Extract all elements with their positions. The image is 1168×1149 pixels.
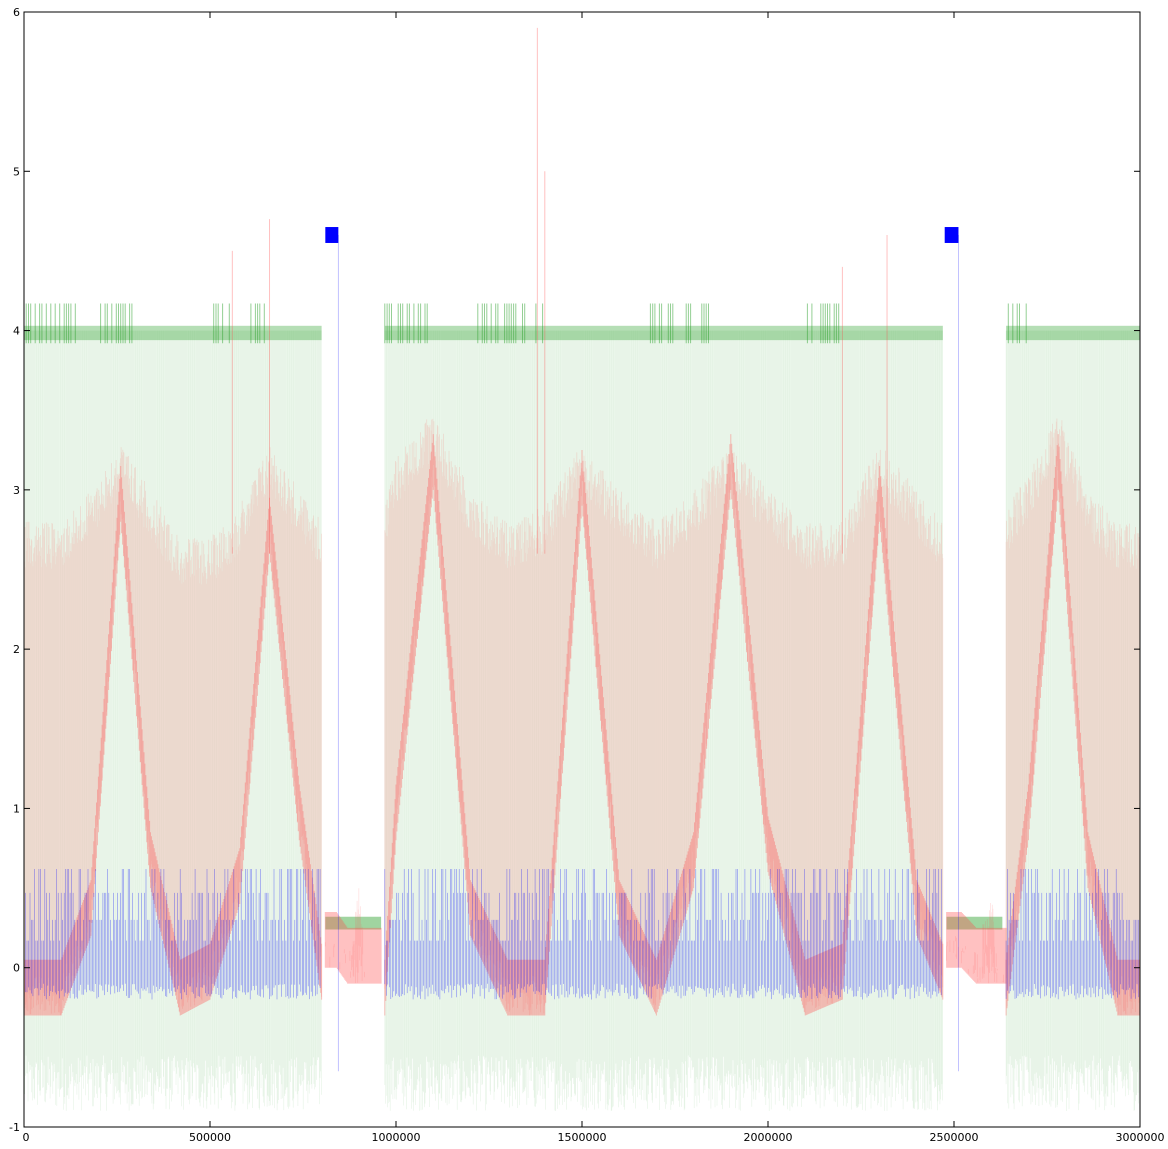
y-tick-label-2: 1 (13, 802, 20, 815)
x-tick-label-5: 2500000 (930, 1131, 979, 1144)
x-tick-label-0: 0 (23, 1131, 30, 1144)
y-tick-label-3: 2 (13, 643, 20, 656)
red-trace-0 (24, 447, 322, 1015)
y-tick-label-7: 6 (13, 6, 20, 19)
y-tick-label-4: 3 (13, 484, 20, 497)
x-tick-label-2: 1000000 (372, 1131, 421, 1144)
blue-trace-1 (384, 869, 942, 1000)
red-core-2 (384, 434, 944, 1016)
green-trace-1 (384, 330, 943, 1111)
red-core-4 (1005, 434, 1140, 1016)
blue-marker-1 (944, 227, 959, 243)
green-trace-2 (1005, 330, 1140, 1111)
green-band-1 (384, 325, 943, 341)
series-red (24, 27, 1140, 1016)
green-trace-0 (24, 330, 322, 1111)
x-tick-label-6: 3000000 (1116, 1131, 1165, 1144)
green-low-band-1 (946, 916, 1003, 930)
plot-area (24, 27, 1140, 1111)
red-trace-4 (1005, 418, 1140, 1016)
x-tick-label-3: 1500000 (558, 1131, 607, 1144)
red-core-1 (324, 912, 382, 984)
series-blue (24, 227, 1139, 1072)
series-green (24, 303, 1140, 1111)
red-core-0 (24, 466, 323, 1016)
green-band-2 (1006, 325, 1140, 341)
y-tick-label-1: 0 (13, 962, 20, 975)
blue-trace-2 (1005, 869, 1139, 1000)
green-low-band-0 (325, 916, 382, 930)
red-core-3 (946, 912, 1007, 984)
y-tick-label-6: 5 (13, 165, 20, 178)
green-bursts (25, 303, 1027, 344)
x-tick-label-4: 2000000 (744, 1131, 793, 1144)
blue-marker-0 (325, 227, 339, 243)
red-trace-2 (384, 418, 944, 1016)
y-tick-label-5: 4 (13, 325, 20, 338)
axis-ticks: 0 500000 1000000 1500000 2000000 2500000 30000… (9, 6, 1164, 1144)
blue-trace-0 (24, 869, 321, 1000)
x-tick-label-1: 500000 (189, 1131, 231, 1144)
y-tick-label-0: -1 (9, 1121, 20, 1134)
green-band-0 (24, 325, 322, 341)
